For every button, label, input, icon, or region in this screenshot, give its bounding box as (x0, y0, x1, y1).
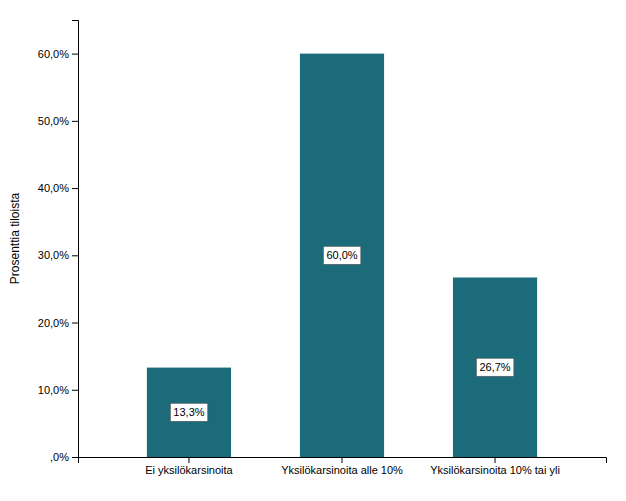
tick: Yksilökarsinoita alle 10% (281, 457, 403, 476)
tick-label: Yksilökarsinoita alle 10% (281, 464, 403, 476)
data-label-group: 13,3% (170, 403, 207, 421)
data-label: 26,7% (479, 361, 510, 373)
tick: 10,0% (38, 384, 78, 396)
data-label-group: 60,0% (323, 246, 360, 264)
tick: 60,0% (38, 48, 78, 60)
tick: 20,0% (38, 317, 78, 329)
bar (453, 277, 537, 457)
tick-label: 50,0% (38, 115, 69, 127)
tick-mark (72, 121, 78, 122)
tick-mark (72, 457, 78, 458)
tick-mark (72, 390, 78, 391)
tick-label: Yksilökarsinoita 10% tai yli (430, 464, 560, 476)
tick-mark (495, 457, 496, 463)
tick-label: 20,0% (38, 317, 69, 329)
data-label: 13,3% (173, 406, 204, 418)
axis-line (72, 21, 79, 458)
tick: ,0% (50, 451, 78, 463)
tick-label: 10,0% (38, 384, 69, 396)
x-axis: Ei yksilökarsinoita Yksilökarsinoita alle… (79, 457, 607, 476)
tick-mark (342, 457, 343, 463)
bars (147, 54, 537, 457)
data-label-box (476, 358, 513, 376)
tick-mark (72, 188, 78, 189)
data-label-box (170, 403, 207, 421)
data-label: 60,0% (326, 249, 357, 261)
tick: 30,0% (38, 249, 78, 261)
data-label-group: 26,7% (476, 358, 513, 376)
data-labels: 13,3% 60,0% 26,7% (170, 246, 513, 421)
tick-mark (72, 255, 78, 256)
tick-label: ,0% (50, 451, 69, 463)
tick-label: Ei yksilökarsinoita (145, 464, 233, 476)
tick: Ei yksilökarsinoita (145, 457, 233, 476)
y-axis-title: Prosenttia tiloista (8, 192, 22, 284)
tick: 50,0% (38, 115, 78, 127)
plot: ,0% 10,0% 20,0% 30,0% 40,0% 50,0% 60,0% Ei yksi… (38, 21, 607, 476)
chart: ,0% 10,0% 20,0% 30,0% 40,0% 50,0% 60,0% Ei yksi… (0, 0, 626, 501)
axis-line (79, 458, 607, 464)
tick-label: 60,0% (38, 48, 69, 60)
tick-label: 40,0% (38, 182, 69, 194)
y-axis: ,0% 10,0% 20,0% 30,0% 40,0% 50,0% 60,0% (38, 21, 79, 464)
data-label-box (323, 246, 360, 264)
tick: Yksilökarsinoita 10% tai yli (430, 457, 560, 476)
tick-mark (72, 323, 78, 324)
bar (300, 54, 384, 457)
bar (147, 368, 231, 457)
tick: 40,0% (38, 182, 78, 194)
tick-mark (188, 457, 189, 463)
tick-label: 30,0% (38, 249, 69, 261)
tick-mark (72, 54, 78, 55)
